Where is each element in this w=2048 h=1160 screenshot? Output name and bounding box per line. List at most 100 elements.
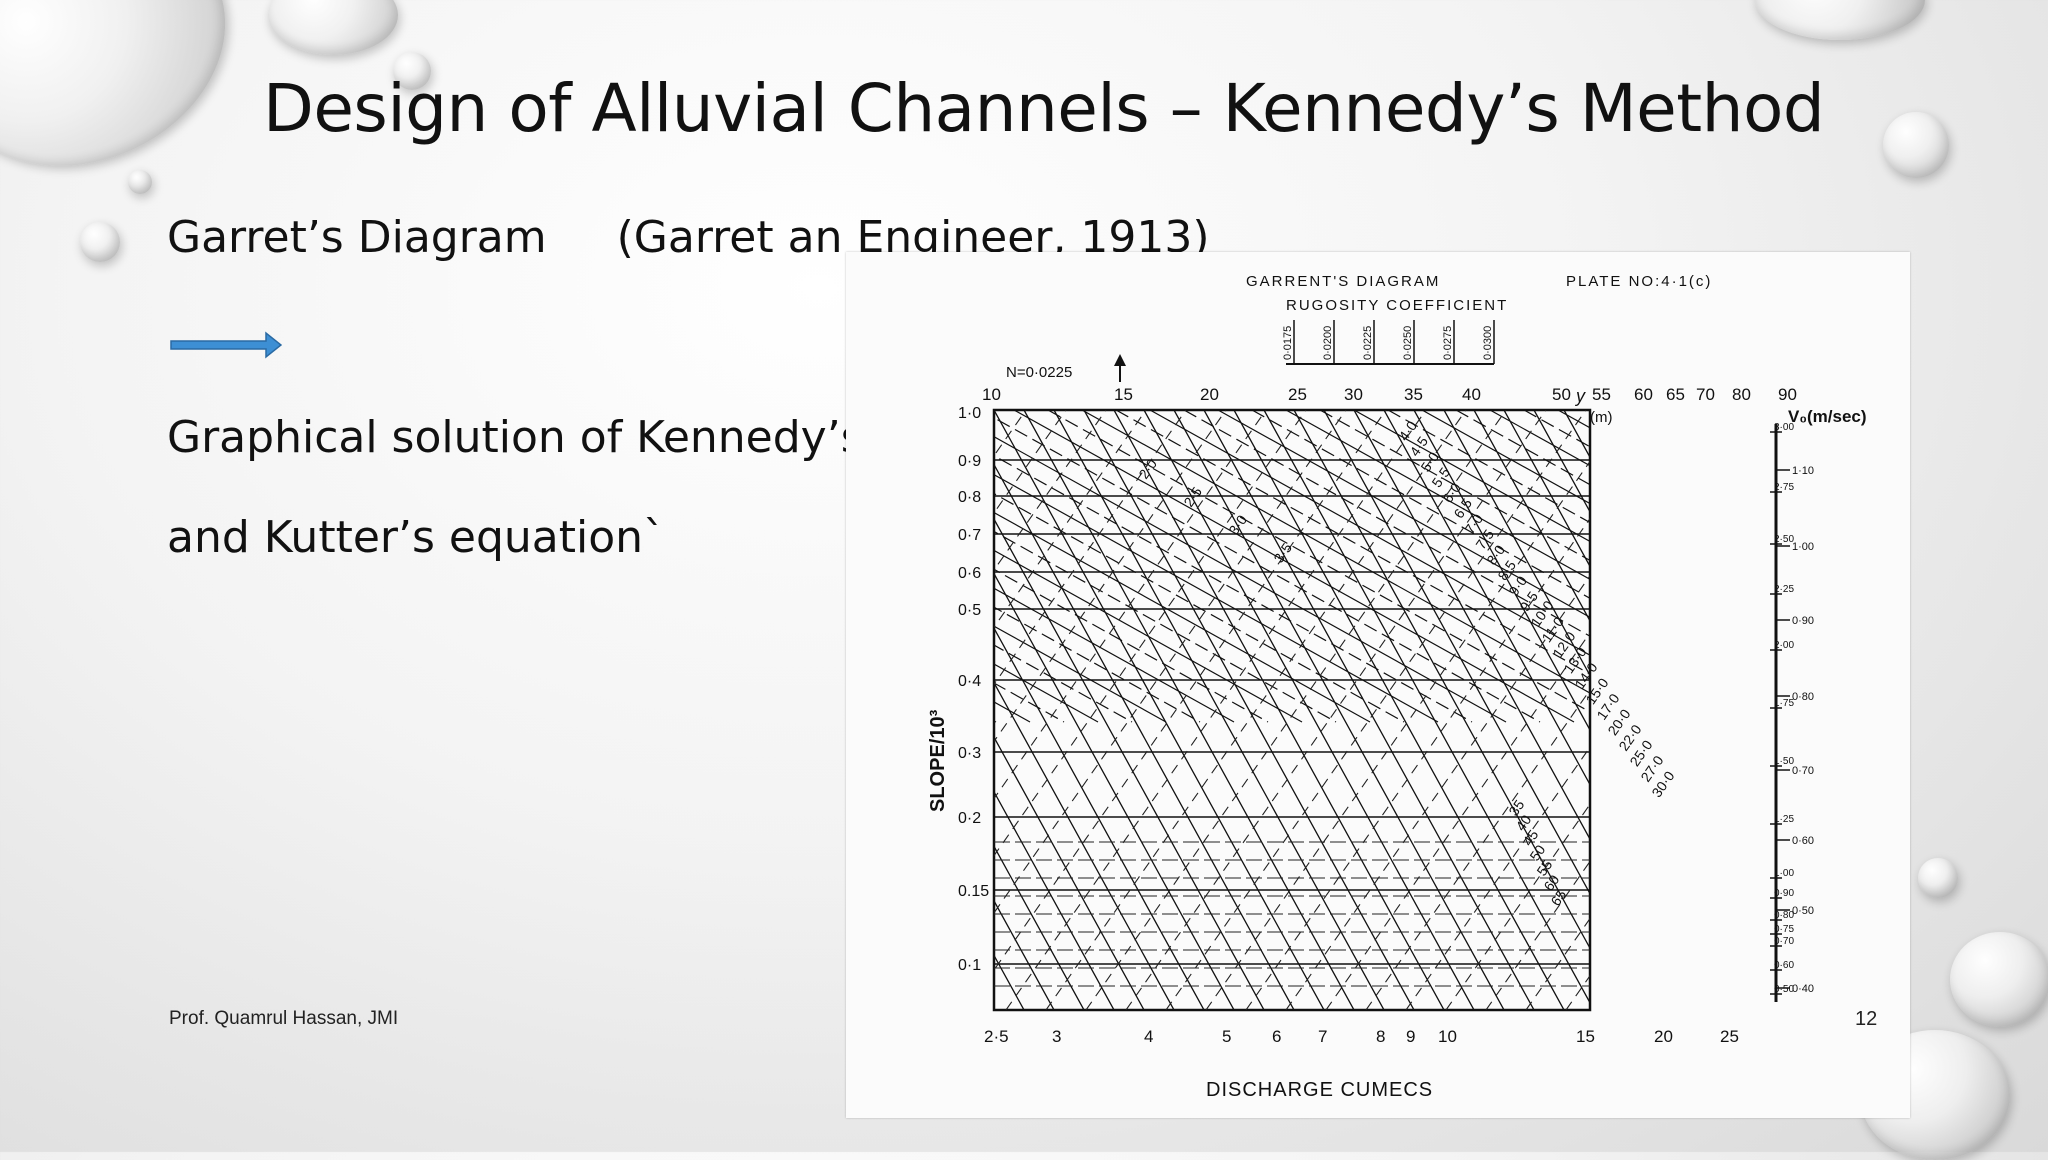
bottom-axis-tick-label: 10	[1438, 1027, 1457, 1046]
velocity-tick-label-left: 0·75	[1774, 924, 1794, 935]
depth-line	[994, 735, 1145, 1010]
slope-tick-label: 0·2	[958, 810, 981, 827]
plate-number: PLATE NO:4·1(c)	[1566, 273, 1712, 290]
garret-diagram-image: GARRENT'S DIAGRAM PLATE NO:4·1(c) RUGOSI…	[846, 252, 1910, 1118]
discharge-line	[1762, 410, 1910, 722]
velocity-line	[1445, 803, 1590, 1010]
velocity-tick-label-left: 2·75	[1774, 482, 1794, 493]
slope-tick-label: 0·8	[958, 489, 981, 506]
bottom-axis-tick-label: 5	[1222, 1027, 1231, 1046]
slope-tick-label: 0·4	[958, 673, 981, 690]
discharge-line	[1660, 410, 1910, 722]
rugosity-title: RUGOSITY COEFFICIENT	[1286, 297, 1508, 314]
velocity-line	[1846, 410, 1910, 1010]
bottom-axis-tick-label: 8	[1376, 1027, 1385, 1046]
rugosity-scale: 0·0175 0·0200 0·0225 0·0250 0·0275 0·0300	[1282, 320, 1495, 365]
n-value-label: N=0·0225	[1006, 364, 1072, 381]
depth-line	[1353, 410, 1590, 841]
footer-author: Prof. Quamrul Hassan, JMI	[169, 1008, 399, 1029]
velocity-tick-label-right: 0·50	[1792, 905, 1814, 917]
velocity-line	[994, 410, 1227, 743]
velocity-line	[1886, 410, 1910, 1010]
depth-line	[1233, 410, 1565, 1010]
slope-tick-label: 0·1	[958, 957, 981, 974]
decorative-bubble	[1950, 932, 2048, 1027]
top-axis-tick-label: 80	[1732, 385, 1751, 404]
velocity-scale: 3·00 2·75 2·50 2·25 2·00 1·75 1·50 1·25 1·00 0·90…	[1770, 422, 1814, 995]
decorative-bubble	[80, 222, 120, 262]
velocity-line	[1005, 410, 1427, 1010]
depth-line	[1594, 410, 1910, 1010]
discharge-line	[1183, 410, 1590, 637]
diagram-heading: GARRENT'S DIAGRAM	[1246, 273, 1440, 290]
depth-line	[1023, 410, 1355, 1010]
discharge-axis-label: DISCHARGE CUMECS	[1206, 1079, 1433, 1101]
slide-title: Design of Alluvial Channels – Kennedy’s …	[263, 70, 1825, 147]
discharge-line	[846, 410, 894, 722]
discharge-line	[1115, 410, 1590, 675]
slope-tick-label: 0.15	[958, 883, 989, 900]
top-axis: 10 15 20 25 30 35 40 50 55 60 65 70 80 90	[982, 385, 1797, 404]
depth-labels: 2·02·53·03·54·04·55·05·56·06·57·07·58·08…	[1135, 418, 1677, 909]
discharge-line	[1864, 410, 1910, 722]
velocity-line	[1125, 410, 1547, 1010]
body-text-line-2: and Kutter’s equation`	[167, 512, 666, 563]
rugosity-tick-label: 0·0225	[1362, 326, 1374, 360]
discharge-line	[1830, 410, 1910, 722]
slope-axis: 1·0 0·9 0·8 0·7 0·6 0·5 0·4 0·3 0·2 0.15 0·1	[958, 405, 989, 974]
velocity-line	[1686, 410, 1910, 1010]
discharge-line	[1694, 410, 1910, 722]
velocity-line	[1485, 860, 1590, 1010]
depth-line	[994, 517, 1265, 1010]
slope-tick-label: 0·5	[958, 602, 981, 619]
depth-line	[1804, 410, 1910, 1010]
velocity-line	[1365, 689, 1590, 1010]
velocity-tick-label-right: 0·80	[1792, 691, 1814, 703]
discharge-line	[1217, 410, 1590, 618]
velocity-tick-label-left: 3·00	[1774, 422, 1794, 433]
discharge-line	[1319, 410, 1590, 562]
velocity-tick-label-right: 0·40	[1792, 983, 1814, 995]
velocity-tick-label-left: 0·50	[1774, 984, 1794, 995]
velocity-tick-label-left: 0·60	[1774, 960, 1794, 971]
discharge-line	[994, 436, 1507, 723]
velocity-line	[1325, 631, 1590, 1010]
slope-tick-label: 0·7	[958, 527, 981, 544]
discharge-line	[994, 549, 1303, 723]
discharge-line	[1149, 410, 1590, 656]
discharge-line	[994, 511, 1371, 723]
depth-line	[846, 410, 904, 1010]
discharge-line	[846, 410, 860, 722]
discharge-line	[846, 410, 962, 722]
discharge-line	[994, 530, 1337, 723]
bottom-axis-tick-label: 15	[1576, 1027, 1595, 1046]
body-text-line-1: Graphical solution of Kennedy’s	[167, 412, 864, 463]
velocity-tick-label-left: 1·00	[1774, 868, 1794, 879]
rugosity-tick-label: 0·0200	[1322, 326, 1334, 360]
discharge-line	[1387, 410, 1590, 524]
decorative-bubble	[128, 170, 152, 194]
top-axis-tick-label: 60	[1634, 385, 1653, 404]
plot-frame	[992, 408, 1592, 1012]
velocity-line	[1045, 410, 1467, 1010]
decorative-bubble	[1918, 858, 1958, 898]
depth-line	[846, 410, 934, 1010]
depth-line	[994, 626, 1205, 1010]
depth-line	[1473, 410, 1590, 623]
discharge-line	[1353, 410, 1590, 543]
discharge-line	[1489, 410, 1590, 467]
top-axis-tick-label: 65	[1666, 385, 1685, 404]
page-number: 12	[1855, 1008, 1878, 1030]
depth-line	[1383, 410, 1590, 786]
slope-axis-label: SLOPE/10³	[927, 709, 949, 812]
depth-line	[994, 790, 1115, 1010]
velocity-tick-label-left: 0·80	[1774, 910, 1794, 921]
depth-line	[1894, 410, 1910, 1010]
depth-line	[1533, 410, 1590, 514]
velocity-line	[1405, 746, 1590, 1010]
depth-line	[1263, 410, 1590, 1005]
velocity-tick-label-left: 1·25	[1774, 814, 1794, 825]
top-axis-tick-label: 40	[1462, 385, 1481, 404]
bottom-axis: 2·5 3 4 5 6 7 8 9 10 15 20 25	[984, 1027, 1739, 1046]
bottom-axis-tick-label: 2·5	[984, 1027, 1009, 1046]
